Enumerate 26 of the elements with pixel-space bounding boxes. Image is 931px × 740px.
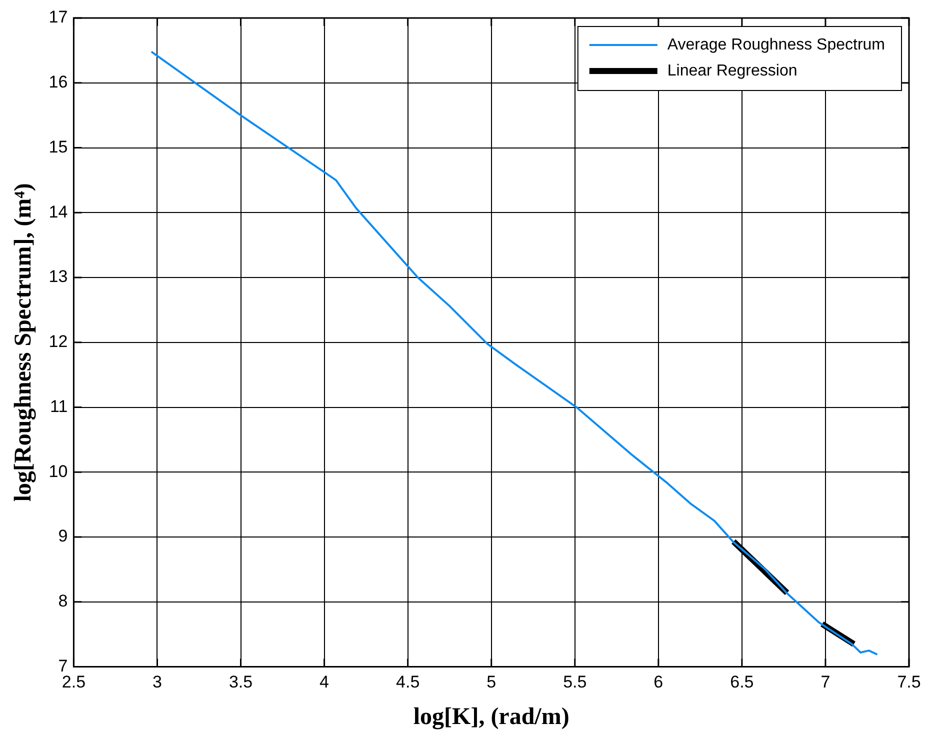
y-tick-label: 7: [58, 656, 68, 676]
x-axis-title: log[K], (rad/m): [413, 704, 570, 730]
y-tick-label: 11: [50, 396, 68, 416]
y-tick-label: 13: [48, 267, 68, 286]
x-tick-label: 3.5: [228, 672, 253, 692]
x-tick-label: 7: [820, 672, 830, 692]
y-tick-label: 12: [48, 332, 68, 352]
y-tick-label: 9: [58, 526, 68, 546]
x-tick-label: 3: [152, 672, 162, 692]
x-tick-label: 5.5: [563, 672, 587, 692]
x-tick-label: 6: [654, 672, 664, 692]
x-tick-label: 6.5: [730, 672, 754, 692]
y-tick-label: 10: [48, 462, 68, 481]
y-tick-label: 8: [58, 592, 68, 611]
y-axis-title: log[Roughness Spectrum], (m⁴): [10, 183, 37, 502]
legend-label: Linear Regression: [667, 62, 798, 80]
y-tick-label: 16: [48, 72, 68, 92]
x-tick-label: 5: [486, 672, 496, 692]
x-tick-label: 2.5: [62, 672, 86, 692]
y-tick-label: 14: [48, 202, 68, 222]
legend-label: Average Roughness Spectrum: [667, 36, 885, 54]
x-tick-label: 7.5: [897, 672, 921, 692]
x-tick-label: 4: [320, 672, 330, 692]
y-tick-label: 15: [48, 137, 68, 156]
y-tick-label: 17: [48, 8, 68, 27]
x-tick-label: 4.5: [396, 672, 420, 692]
